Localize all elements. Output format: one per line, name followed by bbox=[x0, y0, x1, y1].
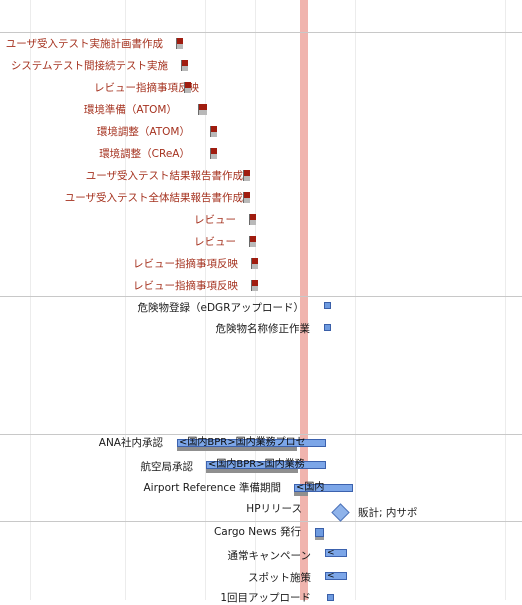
task-bar[interactable] bbox=[210, 148, 217, 159]
task-label: 環境準備（ATOM） bbox=[83, 104, 177, 116]
task-bar[interactable]: <国内BPR>国内業務 bbox=[206, 459, 326, 473]
bar-text: < bbox=[327, 548, 335, 558]
task-bar[interactable]: < bbox=[325, 548, 347, 558]
task-label: 環境調整（ATOM） bbox=[96, 126, 190, 138]
task-label: 1回目アップロード bbox=[220, 592, 311, 604]
task-label: ユーザ受入テスト全体結果報告書作成 bbox=[64, 192, 243, 204]
task-bar[interactable]: <国内 bbox=[294, 482, 353, 496]
milestone-marker[interactable] bbox=[324, 302, 331, 309]
task-label: ユーザ受入テスト実施計画書作成 bbox=[5, 38, 163, 50]
task-label: レビュー指摘事項反映 bbox=[94, 82, 199, 94]
bar-text: <国内BPR>国内業務プロセ bbox=[179, 437, 306, 448]
milestone-marker[interactable] bbox=[315, 528, 324, 537]
task-bar[interactable] bbox=[184, 82, 191, 93]
task-label: Airport Reference 準備期間 bbox=[143, 482, 282, 494]
task-label: 危険物名称修正作業 bbox=[215, 323, 311, 335]
task-bar[interactable] bbox=[198, 104, 207, 115]
task-bar[interactable]: < bbox=[325, 571, 347, 581]
task-label: ANA社内承認 bbox=[98, 437, 163, 449]
task-label: レビュー bbox=[194, 236, 236, 248]
task-bar[interactable] bbox=[251, 280, 258, 291]
task-label: システムテスト間接続テスト実施 bbox=[10, 60, 168, 72]
task-bar[interactable] bbox=[249, 214, 256, 225]
milestone-marker[interactable] bbox=[324, 324, 331, 331]
task-label: レビュー bbox=[194, 214, 236, 226]
task-bar[interactable] bbox=[243, 170, 250, 181]
group-separator bbox=[0, 296, 522, 297]
grid-line bbox=[125, 0, 126, 600]
task-label: レビュー指摘事項反映 bbox=[133, 258, 238, 270]
grid-line bbox=[255, 0, 256, 600]
milestone-diamond[interactable] bbox=[331, 503, 350, 522]
grid-line bbox=[205, 0, 206, 600]
task-label: 危険物登録（eDGRアップロード） bbox=[137, 302, 304, 314]
milestone-note: 販計; 内サポ bbox=[358, 507, 418, 519]
task-label: ユーザ受入テスト結果報告書作成 bbox=[85, 170, 243, 182]
today-marker bbox=[300, 0, 308, 600]
task-label: 環境調整（CReA） bbox=[99, 148, 190, 160]
task-label: レビュー指摘事項反映 bbox=[133, 280, 238, 292]
task-label: 通常キャンペーン bbox=[227, 550, 311, 562]
bar-text: < bbox=[327, 571, 335, 581]
task-label: スポット施策 bbox=[248, 572, 311, 584]
grid-line bbox=[355, 0, 356, 600]
group-separator bbox=[0, 434, 522, 435]
task-bar[interactable] bbox=[210, 126, 217, 137]
grid-line bbox=[505, 0, 506, 600]
task-label: 航空局承認 bbox=[140, 461, 194, 473]
task-bar[interactable] bbox=[181, 60, 188, 71]
task-label: Cargo News 発行 bbox=[213, 526, 301, 538]
bar-text: <国内 bbox=[296, 482, 325, 493]
bar-text: <国内BPR>国内業務 bbox=[208, 459, 305, 470]
group-separator bbox=[0, 32, 522, 33]
task-bar[interactable] bbox=[243, 192, 250, 203]
task-bar[interactable] bbox=[176, 38, 183, 49]
marker-shadow bbox=[315, 537, 324, 540]
task-bar[interactable] bbox=[251, 258, 258, 269]
task-bar[interactable]: <国内BPR>国内業務プロセ bbox=[177, 437, 326, 451]
grid-line bbox=[30, 0, 31, 600]
task-bar[interactable] bbox=[249, 236, 256, 247]
task-label: HPリリース bbox=[246, 503, 302, 515]
group-separator bbox=[0, 521, 522, 522]
